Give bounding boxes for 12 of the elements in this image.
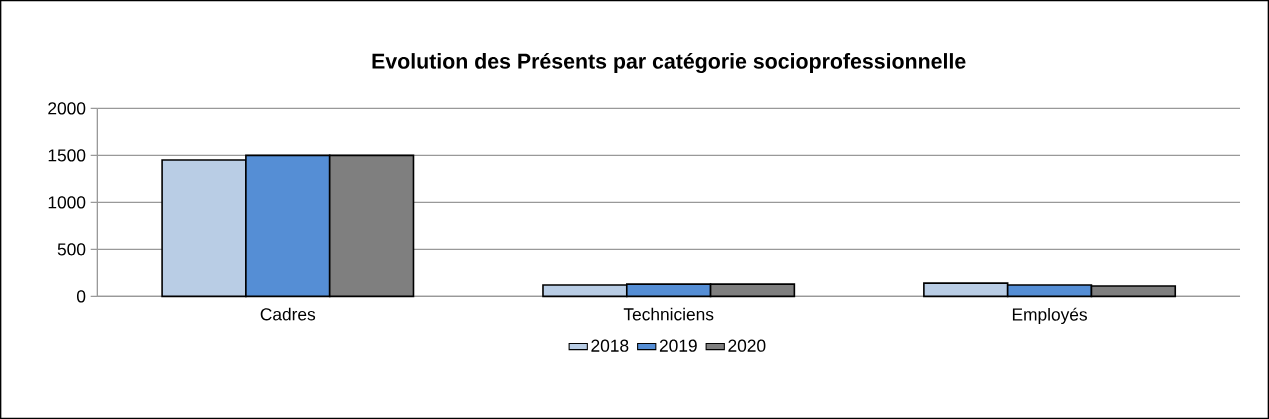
legend-label: 2018	[591, 339, 629, 352]
chart-title: Evolution des Présents par catégorie socioprofessionnelle	[372, 52, 966, 74]
y-tick-label: 1000	[48, 196, 86, 209]
x-tick-label: Cadres	[260, 307, 316, 321]
x-tick-label: Employés	[1012, 307, 1087, 325]
legend-label: 2020	[728, 339, 766, 352]
y-tick-label: 0	[76, 290, 86, 303]
y-tick-label: 2000	[48, 102, 86, 115]
y-tick-label: 1500	[48, 149, 86, 162]
legend-label: 2019	[659, 339, 697, 352]
x-tick-label: Techniciens	[623, 307, 714, 321]
y-tick-label: 500	[57, 243, 86, 256]
